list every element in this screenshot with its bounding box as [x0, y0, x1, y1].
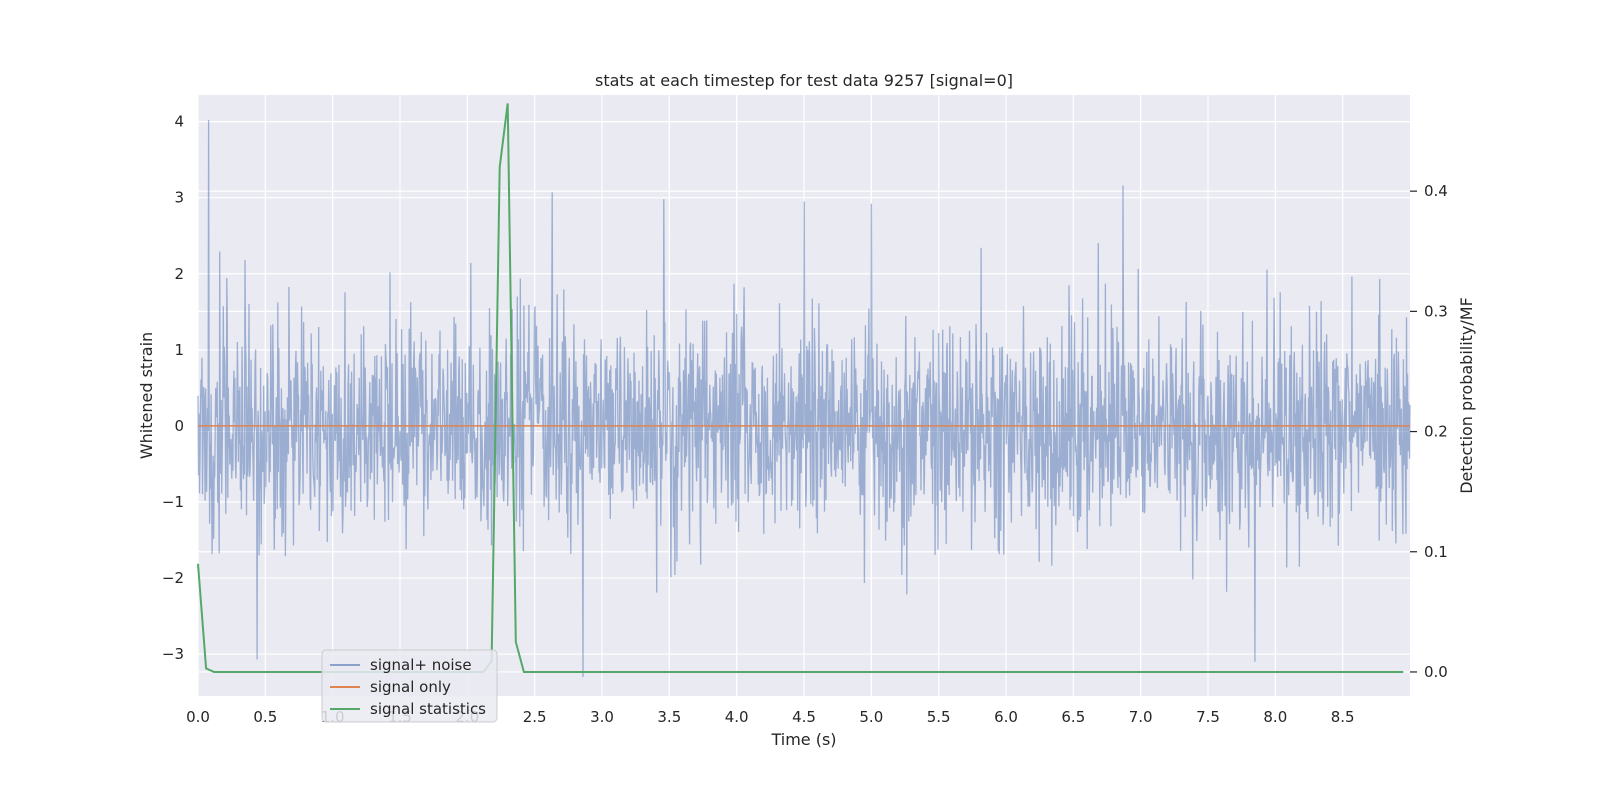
x-tick-label: 8.0 [1263, 708, 1287, 726]
x-axis-label: Time (s) [770, 730, 836, 749]
y2-tick-label: 0.0 [1424, 663, 1448, 681]
y-tick-label: −1 [162, 493, 184, 511]
y-axis-label: Whitened strain [137, 332, 156, 459]
x-tick-label: 6.0 [994, 708, 1018, 726]
x-tick-label: 7.5 [1196, 708, 1220, 726]
y-tick-label: 2 [174, 265, 184, 283]
y2-tick-label: 0.2 [1424, 423, 1448, 441]
signal-plus-noise-line [197, 120, 1411, 678]
x-tick-label: 0.5 [253, 708, 277, 726]
signal-statistics-line [197, 103, 1404, 673]
y-tick-label: 0 [174, 417, 184, 435]
series-signal-statistics [197, 103, 1404, 673]
y-axis-ticks: 4 3 2 1 0 −1 −2 −3 [162, 113, 184, 664]
series-signal-plus-noise [197, 120, 1411, 678]
x-tick-label: 0.0 [186, 708, 210, 726]
x-tick-label: 4.0 [725, 708, 749, 726]
y-tick-label: −3 [162, 645, 184, 663]
legend-label: signal only [370, 678, 451, 696]
y-tick-label: −2 [162, 569, 184, 587]
x-tick-label: 7.0 [1129, 708, 1153, 726]
chart-title: stats at each timestep for test data 925… [595, 71, 1013, 90]
x-tick-label: 3.5 [657, 708, 681, 726]
y2-axis-ticks: 0.4 0.3 0.2 0.1 0.0 [1410, 182, 1448, 681]
legend-label: signal statistics [370, 700, 486, 718]
y2-tick-label: 0.4 [1424, 182, 1448, 200]
x-tick-label: 4.5 [792, 708, 816, 726]
x-tick-label: 5.5 [927, 708, 951, 726]
x-tick-label: 8.5 [1331, 708, 1355, 726]
x-tick-label: 5.0 [859, 708, 883, 726]
legend: signal+ noise signal only signal statistic… [321, 649, 498, 723]
legend-label: signal+ noise [370, 656, 472, 674]
y-tick-label: 3 [174, 189, 184, 207]
y2-tick-label: 0.1 [1424, 543, 1448, 561]
x-tick-label: 2.5 [523, 708, 547, 726]
y-tick-label: 1 [174, 341, 184, 359]
x-tick-label: 3.0 [590, 708, 614, 726]
y2-axis-label: Detection probability/MF [1457, 297, 1476, 494]
y-tick-label: 4 [174, 113, 184, 131]
x-tick-label: 6.5 [1061, 708, 1085, 726]
y2-tick-label: 0.3 [1424, 302, 1448, 320]
legend-box [321, 649, 498, 723]
